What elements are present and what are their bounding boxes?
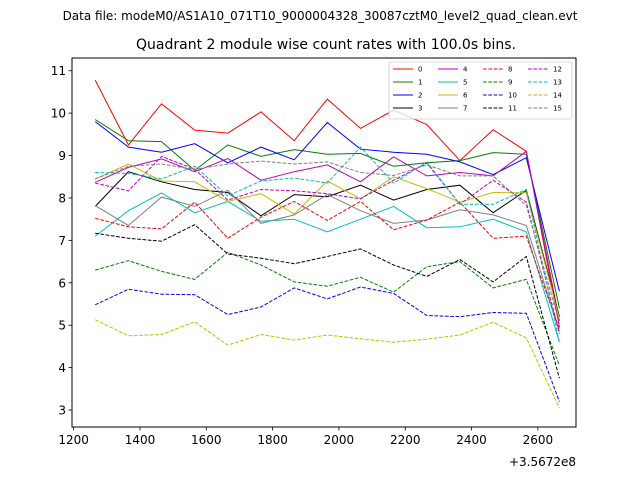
legend-label-6: 6: [463, 92, 468, 100]
series-line-11: [95, 224, 560, 379]
y-tick-label: 8: [58, 191, 66, 205]
y-tick-label: 3: [58, 404, 66, 418]
x-tick-label: 2600: [523, 433, 554, 447]
series-line-15: [95, 160, 560, 324]
series-line-9: [95, 251, 560, 366]
series-line-3: [94, 171, 560, 317]
plot-lines: [94, 79, 560, 409]
y-tick-label: 4: [58, 361, 66, 375]
series-line-1: [94, 119, 560, 309]
series-line-0: [94, 79, 560, 322]
legend-label-11: 11: [508, 105, 517, 113]
series-line-6: [94, 163, 560, 319]
legend-label-14: 14: [553, 92, 562, 100]
legend-label-7: 7: [463, 105, 467, 113]
x-tick-label: 1200: [58, 433, 89, 447]
series-line-12: [95, 155, 560, 334]
series-line-2: [94, 121, 560, 292]
y-tick-label: 5: [58, 319, 66, 333]
legend-box: [388, 61, 573, 120]
legend-label-15: 15: [553, 105, 562, 113]
legend-label-0: 0: [418, 66, 422, 74]
y-tick-label: 11: [51, 64, 66, 78]
legend-label-2: 2: [418, 92, 422, 100]
series-line-8: [95, 200, 560, 330]
x-tick-label: 1800: [257, 433, 288, 447]
plot-frame: [71, 57, 577, 428]
y-axis: 3 4 5 6 7 8 9 10 11: [51, 64, 72, 418]
x-tick-label: 1600: [191, 433, 222, 447]
series-line-4: [94, 150, 560, 328]
x-tick-label: 2400: [456, 433, 487, 447]
legend-label-3: 3: [418, 105, 422, 113]
legend-label-8: 8: [508, 66, 512, 74]
series-line-7: [94, 189, 560, 332]
legend-label-13: 13: [553, 79, 562, 87]
series-line-13: [95, 146, 560, 343]
legend-label-9: 9: [508, 79, 512, 87]
series-line-14: [94, 319, 560, 409]
series-line-5: [94, 192, 560, 343]
legend-label-5: 5: [463, 79, 467, 87]
legend-label-1: 1: [418, 79, 422, 87]
legend-label-10: 10: [508, 92, 517, 100]
chart-suptitle: Data file: modeM0/AS1A10_071T10_90000043…: [63, 9, 578, 23]
y-tick-label: 7: [58, 234, 66, 248]
y-tick-label: 9: [58, 149, 66, 163]
legend-label-4: 4: [463, 66, 468, 74]
legend-label-12: 12: [553, 66, 562, 74]
y-tick-label: 6: [58, 276, 66, 290]
series-line-10: [94, 286, 560, 402]
y-tick-label: 10: [51, 107, 66, 121]
chart-title: Quadrant 2 module wise count rates with …: [136, 37, 516, 53]
x-offset-label: +3.5672e8: [509, 455, 576, 469]
x-tick-label: 1400: [125, 433, 156, 447]
x-axis: 1200 1400 1600 1800 2000 2200 2400 2600: [58, 427, 553, 447]
x-tick-label: 2000: [324, 433, 355, 447]
x-tick-label: 2200: [390, 433, 421, 447]
